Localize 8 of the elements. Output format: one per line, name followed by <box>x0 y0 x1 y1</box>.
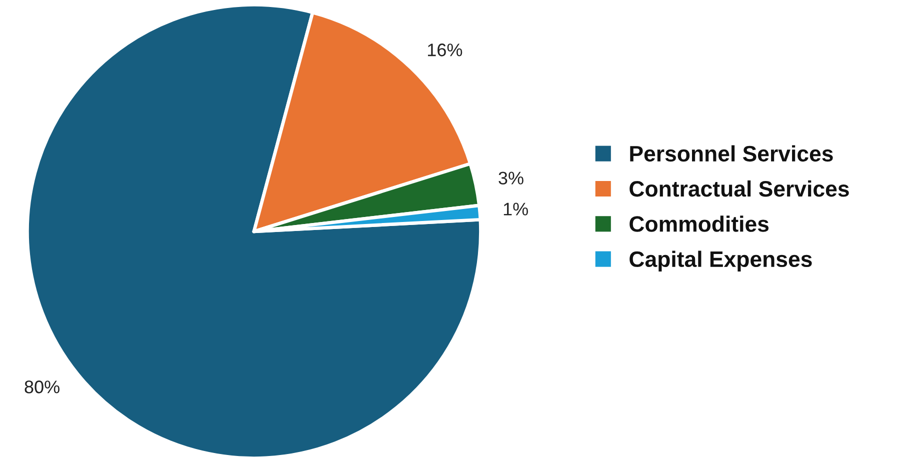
data-label: 3% <box>498 172 524 184</box>
legend-label: Capital Expenses <box>630 250 812 272</box>
data-label: 80% <box>24 380 60 394</box>
legend-label: Personnel Services <box>630 145 833 162</box>
data-label: 16% <box>428 44 462 56</box>
legend-label: Contractual Services <box>630 180 849 197</box>
data-label: 1% <box>504 202 528 216</box>
legend-label: Commodities <box>630 216 769 232</box>
